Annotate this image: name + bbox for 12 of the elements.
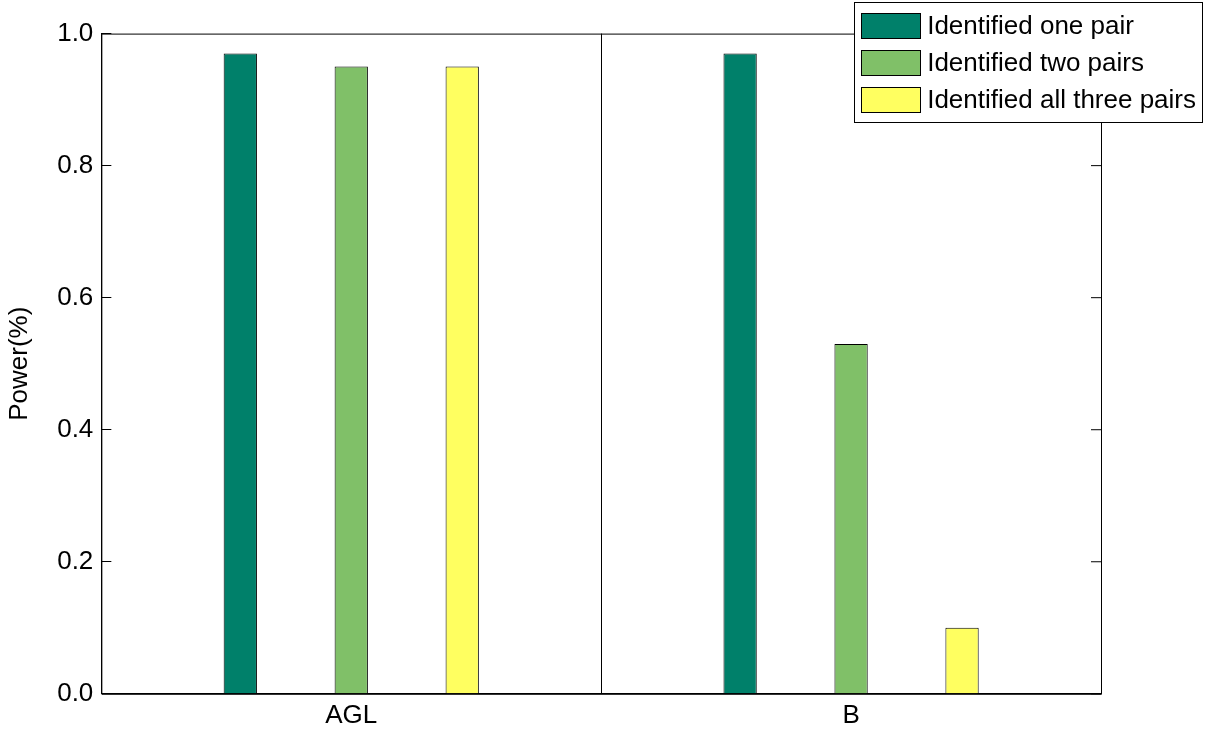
y-axis-title: Power(%): [2, 306, 33, 421]
y-tick-label: 0.0: [57, 676, 94, 707]
legend-label: Identified one pair: [927, 10, 1134, 41]
y-tick-label: 0.2: [57, 544, 94, 575]
legend-label: Identified two pairs: [927, 47, 1144, 78]
x-tick-label: AGL: [325, 698, 378, 729]
y-tick-label: 1.0: [57, 16, 94, 47]
x-tick-label: B: [842, 698, 860, 729]
y-tick-label: 0.8: [57, 148, 94, 179]
legend-label: Identified all three pairs: [927, 84, 1196, 115]
y-tick-label: 0.6: [57, 280, 94, 311]
y-tick-label: 0.4: [57, 412, 94, 443]
